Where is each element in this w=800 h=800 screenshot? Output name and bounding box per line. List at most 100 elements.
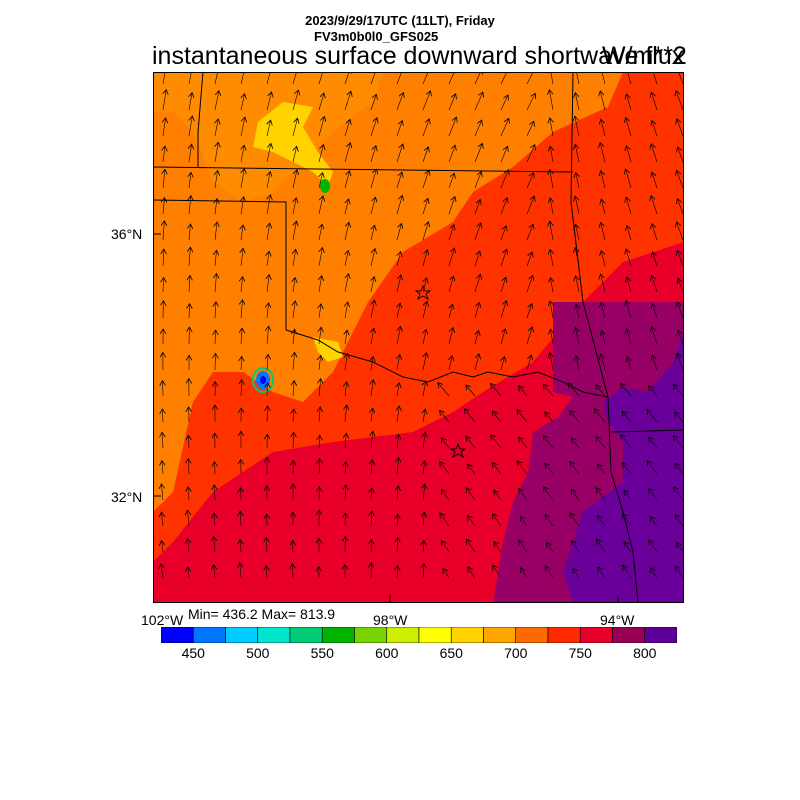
colorbar (161, 627, 677, 643)
wind-vector (293, 329, 295, 345)
wind-vector (466, 539, 476, 553)
colorbar-swatch (418, 627, 452, 643)
wind-vector (423, 484, 425, 501)
wind-vector (594, 409, 606, 423)
wind-vector (519, 540, 528, 553)
wind-vector (267, 195, 270, 215)
wind-vector (397, 303, 400, 319)
wind-vector (240, 563, 241, 579)
wind-vector (266, 143, 271, 163)
wind-vector (596, 385, 606, 397)
wind-vector (601, 251, 605, 267)
wind-vector (163, 146, 165, 163)
wind-vector (240, 117, 245, 137)
wind-vector (293, 352, 295, 371)
wind-vector (240, 511, 241, 527)
wind-vector (474, 302, 479, 319)
wind-vector (267, 251, 269, 267)
wind-vector (550, 301, 553, 319)
colorbar-swatch (289, 627, 323, 643)
wind-vector (601, 302, 606, 319)
wind-vector (677, 199, 684, 215)
wind-vector (370, 169, 376, 189)
wind-vector (319, 356, 321, 371)
wind-vector (596, 436, 606, 449)
wind-vector (189, 247, 190, 267)
wind-vector (422, 301, 427, 319)
wind-vector (215, 171, 218, 189)
wind-vector (319, 304, 321, 319)
wind-vector (468, 464, 476, 475)
wind-vector (163, 381, 164, 397)
wind-vector (673, 436, 684, 449)
wind-vector (396, 93, 403, 111)
wind-vector (161, 484, 163, 501)
wind-vector (576, 72, 580, 85)
wind-vector (677, 353, 684, 371)
colorbar-tick-label: 650 (439, 645, 463, 661)
wind-vector (396, 121, 402, 137)
wind-vector (241, 225, 243, 241)
wind-vector (550, 278, 553, 293)
wind-vector (188, 459, 189, 475)
lat-label-36n: 36°N (111, 226, 143, 242)
wind-vector (440, 513, 450, 527)
wind-vector (626, 249, 632, 267)
field-units: W/m**2 (602, 42, 687, 70)
wind-vector (621, 435, 632, 449)
wind-vector (449, 356, 452, 371)
wind-vector (345, 382, 347, 397)
wind-vector (526, 93, 535, 111)
wind-vector (215, 274, 217, 293)
map-frame (153, 72, 684, 603)
wind-vector (344, 91, 351, 111)
wind-vector (161, 512, 163, 527)
wind-vector (423, 564, 424, 579)
wind-vector (396, 144, 403, 163)
wind-vector (500, 72, 509, 85)
wind-vector (570, 513, 580, 527)
wind-vector (318, 117, 324, 137)
wind-vector (215, 119, 218, 137)
wind-vector (675, 463, 684, 475)
wind-vector (627, 72, 632, 85)
wind-vector (422, 170, 429, 189)
wind-vector (241, 300, 243, 319)
wind-vector (397, 252, 401, 267)
wind-vector (493, 565, 502, 579)
wind-vector (571, 438, 580, 449)
wind-vector (293, 249, 296, 267)
wind-vector (550, 198, 553, 215)
wind-vector (652, 304, 658, 319)
wind-vector (576, 276, 580, 293)
wind-vector (423, 329, 426, 345)
wind-vector (422, 119, 429, 137)
wind-vector (491, 383, 502, 397)
wind-vector (422, 222, 428, 241)
wind-vector (266, 566, 267, 579)
wind-vector (501, 357, 505, 371)
wind-vector (677, 250, 684, 267)
wind-vector (500, 277, 506, 293)
wind-vector (189, 304, 190, 319)
wind-vector (601, 171, 606, 189)
wind-vector (396, 275, 401, 293)
wind-vector (492, 411, 502, 423)
wind-vector (397, 514, 398, 527)
wind-vector (493, 514, 502, 527)
wind-vector (520, 568, 528, 579)
wind-vector (267, 120, 271, 137)
wind-vector (652, 275, 658, 293)
wind-vector (189, 435, 190, 449)
wind-vector (266, 72, 271, 85)
wind-vector (371, 408, 373, 423)
wind-vector (448, 225, 454, 241)
colorbar-swatch (612, 627, 646, 643)
colorbar-tick-label: 500 (246, 645, 270, 661)
wind-vector (344, 143, 350, 163)
wind-vector (293, 278, 295, 293)
model-name: FV3m0b0l0_GFS025 (314, 29, 439, 44)
wind-vector (474, 143, 482, 163)
colorbar-tick-label: 750 (568, 645, 592, 661)
wind-vector (674, 487, 684, 501)
